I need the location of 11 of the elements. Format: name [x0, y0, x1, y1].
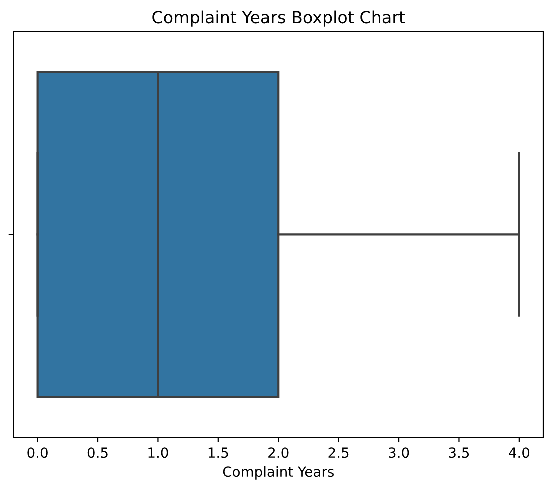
x-tick-label: 1.0 [148, 448, 168, 458]
x-tick-label: 2.0 [268, 448, 289, 458]
x-tick-label: 3.5 [449, 448, 470, 458]
x-tick-label: 0.5 [88, 448, 108, 458]
x-tick-label: 4.0 [509, 448, 530, 458]
x-axis-title: Complaint Years [223, 466, 334, 480]
x-tick-label: 1.5 [208, 448, 228, 458]
x-tick-label: 2.5 [328, 448, 349, 458]
x-tick-label: 3.0 [389, 448, 410, 458]
chart-title: Complaint Years Boxplot Chart [152, 10, 406, 27]
x-tick-label: 0.0 [28, 448, 48, 458]
